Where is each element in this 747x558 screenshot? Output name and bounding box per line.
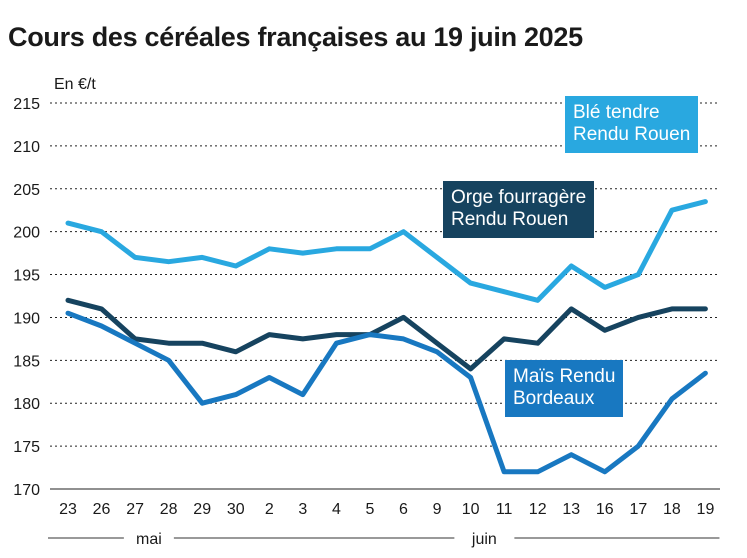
y-tick-label: 215 xyxy=(13,96,40,113)
y-axis-ticks: 170 175 180 185 190 195 200 205 210 215 xyxy=(13,96,40,499)
y-axis-unit-label: En €/t xyxy=(54,76,96,93)
month-label: mai xyxy=(136,531,162,548)
y-tick-label: 200 xyxy=(13,225,40,242)
month-label: juin xyxy=(471,531,497,548)
x-tick-label: 12 xyxy=(529,501,547,518)
y-tick-label: 185 xyxy=(13,353,40,370)
legend-ble-tendre: Blé tendre Rendu Rouen xyxy=(565,96,699,153)
x-tick-label: 13 xyxy=(562,501,580,518)
x-tick-label: 4 xyxy=(332,501,341,518)
x-tick-label: 29 xyxy=(193,501,211,518)
x-tick-label: 28 xyxy=(160,501,178,518)
month-groups: mai juin xyxy=(48,531,720,548)
y-tick-label: 180 xyxy=(13,396,40,413)
y-tick-label: 175 xyxy=(13,439,40,456)
y-tick-label: 195 xyxy=(13,268,40,285)
x-tick-label: 30 xyxy=(227,501,245,518)
y-tick-label: 190 xyxy=(13,310,40,327)
x-tick-label: 11 xyxy=(496,501,513,518)
x-tick-label: 17 xyxy=(629,501,647,518)
legend-mais: Maïs Rendu Bordeaux xyxy=(505,360,624,417)
x-axis-ticks: 23 26 27 28 29 30 2 3 4 5 6 9 10 11 12 13 16 17 18 19 xyxy=(59,501,714,518)
grid-lines xyxy=(50,102,720,490)
y-tick-label: 205 xyxy=(13,182,40,199)
chart-title: Cours des céréales françaises au 19 juin… xyxy=(8,22,583,52)
x-tick-label: 27 xyxy=(126,501,144,518)
legend-orge-fourragere: Orge fourragère Rendu Rouen xyxy=(443,181,595,238)
series-line-1 xyxy=(65,297,708,372)
y-tick-label: 210 xyxy=(13,139,40,156)
x-tick-label: 16 xyxy=(596,501,614,518)
x-tick-label: 23 xyxy=(59,501,77,518)
x-tick-label: 3 xyxy=(298,501,307,518)
x-tick-label: 5 xyxy=(365,501,374,518)
series-lines xyxy=(65,199,708,475)
x-tick-label: 6 xyxy=(399,501,408,518)
series-line-2 xyxy=(65,310,708,475)
x-tick-label: 19 xyxy=(697,501,715,518)
x-tick-label: 18 xyxy=(663,501,681,518)
x-tick-label: 9 xyxy=(433,501,442,518)
series-line-0 xyxy=(65,199,708,303)
x-tick-label: 2 xyxy=(265,501,274,518)
x-tick-label: 10 xyxy=(462,501,480,518)
x-tick-label: 26 xyxy=(93,501,111,518)
y-tick-label: 170 xyxy=(13,482,40,499)
